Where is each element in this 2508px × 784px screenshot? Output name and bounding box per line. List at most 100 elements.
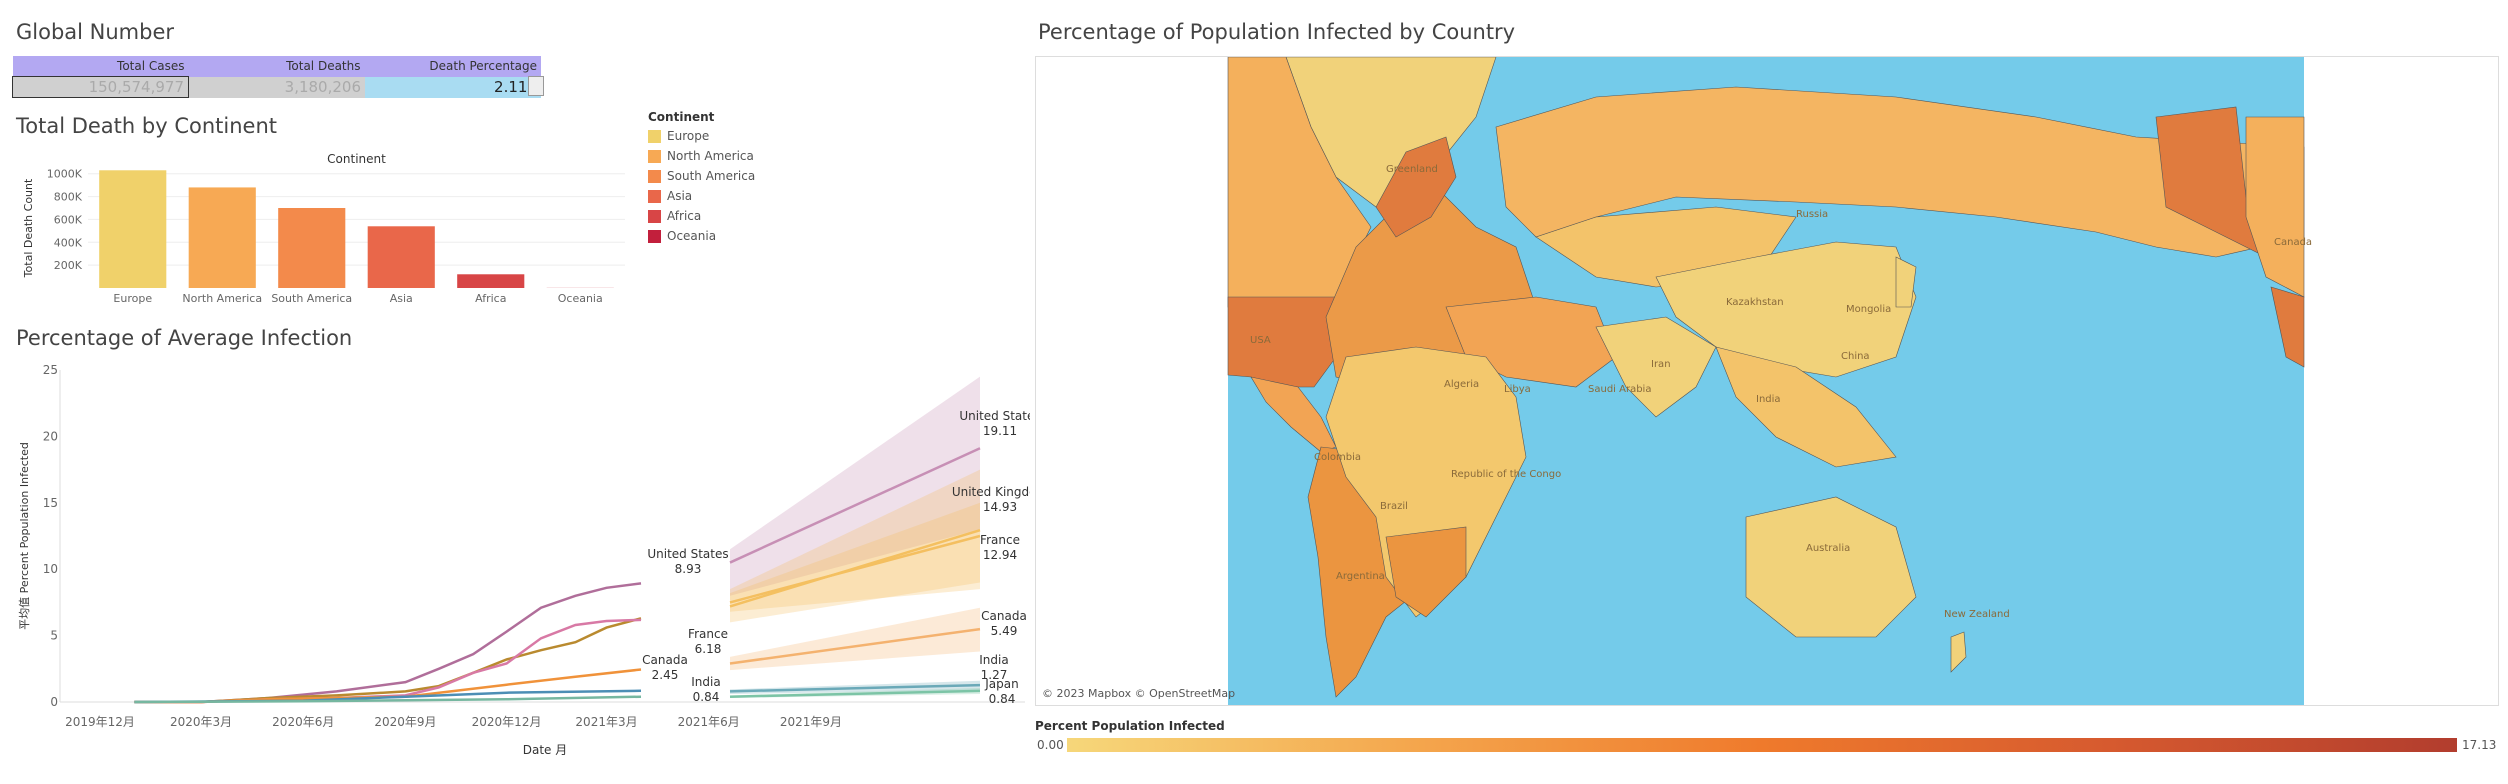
new-zealand-shape [1950,631,1967,673]
end-label-value: 8.93 [675,562,702,576]
end-label-name: France [688,627,728,641]
map-legend-min: 0.00 [1037,738,1064,752]
bar-ytick-label: 1000K [47,168,83,181]
line-chart-xlabel: Date 月 [523,743,568,757]
table-scroll-handle[interactable] [528,76,544,96]
bar-chart-ylabel: Total Death Count [22,178,35,278]
series-line-japan [134,695,642,704]
forecast-line-france [729,528,981,608]
forecast-label-name: Japan [984,677,1018,691]
line-xtick-label: 2020年12月 [472,715,542,729]
line-xtick-label: 2021年6月 [678,715,740,729]
australia-shape [1745,496,1917,638]
legend-swatch [648,169,661,183]
forecast-label-name: France [980,533,1020,547]
line-xtick-label: 2020年9月 [374,715,436,729]
label-russia: Russia [1796,209,1828,220]
global-number-title: Global Number [16,20,175,44]
avg-infection-line-chart: 0 5 10 15 20 25 平均值 Percent Population Infecte… [18,363,1030,757]
bar-xtick-label: North America [182,292,262,305]
bar-asia [367,226,435,288]
legend-swatch [648,209,661,223]
map-attribution[interactable]: © 2023 Mapbox © OpenStreetMap [1042,687,1236,700]
label-republic-of-the-congo: Republic of the Congo [1451,469,1561,480]
continent-legend: Continent Europe North America South Ame… [648,110,768,246]
se-asia-shape [1715,346,1897,468]
label-kazakhstan: Kazakhstan [1726,297,1784,308]
label-libya: Libya [1504,384,1531,395]
bar-ytick-label: 800K [54,191,83,204]
label-india: India [1756,394,1781,405]
line-xtick-label: 2021年3月 [575,715,637,729]
legend-label: North America [667,149,754,163]
value-total-cases: 150,574,977 [12,76,189,98]
line-xtick-label: 2019年12月 [65,715,135,729]
value-total-deaths: 3,180,206 [188,76,365,98]
label-iran: Iran [1651,359,1671,370]
legend-item-europe[interactable]: Europe [648,126,768,146]
line-ytick-label: 0 [50,695,58,709]
series-line-united-kingdom [134,617,642,704]
map-legend-max: 17.13 [2462,738,2497,752]
bar-europe [99,170,167,288]
avg-infection-title: Percentage of Average Infection [16,326,353,350]
world-map[interactable]: Greenland Russia Kazakhstan Mongolia Chi… [1036,57,2498,705]
legend-label: Europe [667,129,710,143]
forecast-label-value: 19.11 [983,424,1017,438]
map-legend-gradient [1067,738,2457,752]
legend-label: South America [667,169,756,183]
label-canada: Canada [2274,237,2312,248]
bar-xtick-label: Europe [113,292,152,305]
map-frame[interactable]: Greenland Russia Kazakhstan Mongolia Chi… [1035,56,2499,706]
end-label-name: United States [647,547,728,561]
line-ytick-label: 20 [43,429,58,443]
forecast-label-name: Canada [981,609,1027,623]
china-shape [1655,241,1917,378]
bar-africa [457,274,525,288]
forecast-label-value: 14.93 [983,500,1017,514]
legend-item-africa[interactable]: Africa [648,206,768,226]
forecast-band-united-kingdom [730,469,980,612]
label-greenland: Greenland [1386,164,1438,175]
series-line-france [134,618,642,704]
bar-xtick-label: Oceania [558,292,603,305]
bar-xtick-label: Africa [475,292,506,305]
legend-item-oceania[interactable]: Oceania [648,226,768,246]
forecast-line-japan [729,689,981,698]
legend-swatch [648,229,661,243]
line-xtick-label: 2020年6月 [272,715,334,729]
bar-xtick-label: South America [271,292,352,305]
label-mongolia: Mongolia [1846,304,1891,315]
forecast-label-name: United Kingdom [952,485,1030,499]
legend-item-asia[interactable]: Asia [648,186,768,206]
legend-swatch [648,189,661,203]
bar-ytick-label: 200K [54,259,83,272]
header-total-deaths: Total Deaths [188,56,365,77]
legend-label: Africa [667,209,702,223]
bar-north-america [188,187,256,288]
map-legend-title: Percent Population Infected [1035,719,1225,733]
label-colombia: Colombia [1314,452,1361,463]
map-title: Percentage of Population Infected by Cou… [1038,20,1516,44]
line-xtick-label: 2020年3月 [170,715,232,729]
label-australia: Australia [1806,543,1850,554]
southern-africa-shape [1385,526,1467,618]
legend-item-north-america[interactable]: North America [648,146,768,166]
forecast-line-united-states [729,447,981,564]
forecast-band-united-states [730,376,980,596]
label-saudi-arabia: Saudi Arabia [1588,384,1651,395]
forecast-label-value: 5.49 [991,624,1018,638]
end-label-name: Canada [642,653,688,667]
line-ytick-label: 5 [50,629,58,643]
line-ytick-label: 25 [43,363,58,377]
forecast-line-canada [729,627,981,665]
legend-item-south-america[interactable]: South America [648,166,768,186]
line-chart-ylabel: 平均值 Percent Population Infected [18,442,31,630]
end-label-value: 0.84 [693,690,720,704]
series-line-united-states [134,582,642,704]
label-usa: USA [1250,335,1271,346]
label-new-zealand: New Zealand [1944,609,2010,620]
line-ytick-label: 15 [43,496,58,510]
forecast-band-france [730,502,980,623]
legend-swatch [648,129,661,143]
